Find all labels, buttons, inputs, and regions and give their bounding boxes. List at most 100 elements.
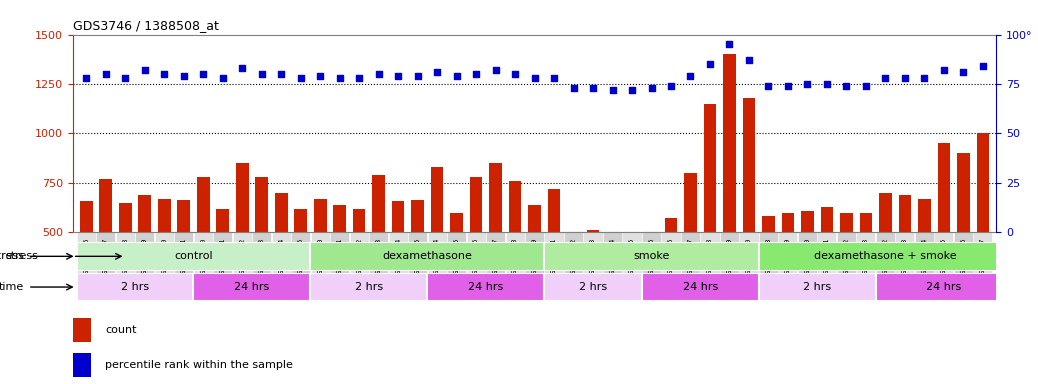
Bar (957, 153, 969, 331)
Bar (333, 205, 346, 331)
Text: percentile rank within the sample: percentile rank within the sample (105, 360, 293, 370)
Text: dexamethasone + smoke: dexamethasone + smoke (814, 251, 957, 262)
Point (409, 73, 426, 79)
Text: 24 hrs: 24 hrs (926, 282, 961, 292)
Point (234, 65, 250, 71)
Bar (275, 193, 288, 331)
Point (566, 85, 582, 91)
Bar (193, 273, 310, 301)
Bar (73, 318, 91, 342)
Bar (641, 273, 759, 301)
Bar (431, 167, 443, 331)
Point (584, 85, 601, 91)
Text: time: time (0, 282, 24, 292)
Bar (821, 207, 834, 331)
Point (897, 75, 913, 81)
Text: dexamethasone: dexamethasone (382, 251, 472, 262)
Bar (80, 201, 92, 331)
Point (351, 75, 367, 81)
Bar (100, 179, 112, 331)
Point (857, 83, 874, 89)
Bar (528, 205, 541, 331)
Text: smoke: smoke (633, 251, 670, 262)
Point (429, 69, 445, 75)
Point (624, 87, 640, 93)
Text: 24 hrs: 24 hrs (683, 282, 718, 292)
Point (955, 69, 972, 75)
Point (156, 71, 172, 77)
Point (546, 75, 563, 81)
Bar (859, 213, 872, 331)
Point (702, 61, 718, 67)
Bar (646, 232, 658, 331)
Point (682, 73, 699, 79)
Point (799, 81, 816, 87)
Bar (391, 201, 405, 331)
Text: stress: stress (0, 251, 24, 262)
Bar (586, 230, 599, 331)
Point (78, 75, 94, 81)
Bar (548, 189, 561, 331)
Bar (489, 163, 502, 331)
Bar (119, 203, 132, 331)
Bar (470, 177, 483, 331)
Bar (876, 273, 1012, 301)
Bar (450, 213, 463, 331)
Point (371, 71, 387, 77)
Bar (704, 104, 716, 331)
Point (136, 67, 153, 73)
Bar (544, 273, 641, 301)
Text: 2 hrs: 2 hrs (121, 282, 149, 292)
Text: 2 hrs: 2 hrs (355, 282, 383, 292)
Bar (879, 193, 892, 331)
Bar (197, 177, 210, 331)
Point (975, 63, 991, 69)
Point (604, 87, 621, 93)
Point (838, 83, 854, 89)
Bar (918, 199, 931, 331)
Bar (411, 200, 424, 331)
Bar (626, 238, 638, 331)
Point (293, 75, 309, 81)
Text: 2 hrs: 2 hrs (579, 282, 607, 292)
Text: 2 hrs: 2 hrs (803, 282, 831, 292)
Point (662, 83, 679, 89)
Bar (295, 209, 307, 331)
Text: stress: stress (5, 251, 38, 261)
Point (780, 83, 796, 89)
Point (917, 75, 933, 81)
Bar (977, 134, 989, 331)
Point (98, 71, 114, 77)
Bar (77, 242, 310, 271)
Point (507, 71, 523, 77)
Bar (759, 273, 876, 301)
Bar (373, 175, 385, 331)
Point (741, 57, 758, 63)
Text: count: count (105, 325, 136, 335)
Bar (567, 234, 580, 331)
Bar (313, 199, 327, 331)
Bar (310, 273, 428, 301)
Point (331, 75, 348, 81)
Text: GDS3746 / 1388508_at: GDS3746 / 1388508_at (73, 19, 219, 32)
Bar (544, 242, 759, 271)
Bar (158, 199, 170, 331)
Point (819, 81, 836, 87)
Bar (801, 210, 814, 331)
Bar (606, 234, 619, 331)
Point (877, 75, 894, 81)
Point (215, 75, 231, 81)
Bar (236, 163, 248, 331)
Point (526, 75, 543, 81)
Bar (742, 98, 756, 331)
Point (311, 73, 328, 79)
Point (273, 71, 290, 77)
Bar (138, 195, 152, 331)
Bar (509, 181, 521, 331)
Bar (216, 209, 229, 331)
Point (468, 71, 485, 77)
Bar (310, 242, 544, 271)
Point (253, 71, 270, 77)
Bar (664, 218, 678, 331)
Bar (937, 143, 950, 331)
